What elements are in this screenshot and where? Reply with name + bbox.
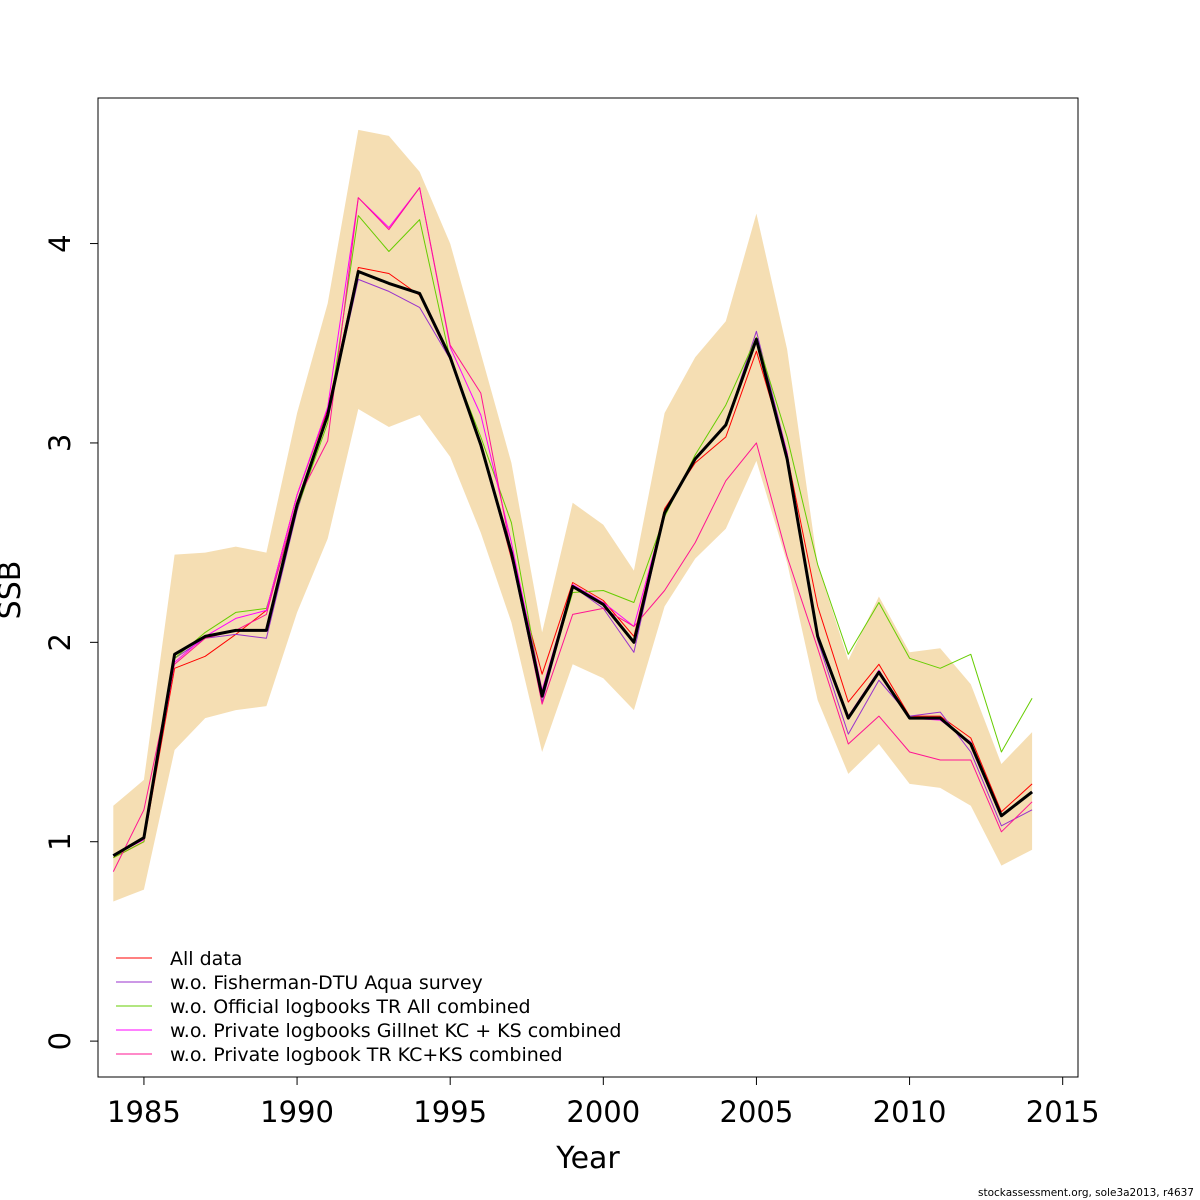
x-tick-label-1985: 1985 bbox=[107, 1095, 181, 1129]
y-axis-title: SSB bbox=[0, 561, 28, 620]
series-line-3 bbox=[113, 215, 1033, 859]
y-tick-label-3: 3 bbox=[43, 434, 77, 452]
legend-item-1: All data bbox=[116, 948, 242, 970]
legend-item-5: w.o. Private logbook TR KC+KS combined bbox=[116, 1044, 563, 1066]
y-tick-label-4: 4 bbox=[43, 234, 77, 252]
legend-item-4: w.o. Private logbooks Gillnet KC + KS co… bbox=[116, 1020, 621, 1042]
x-tick-label-2005: 2005 bbox=[720, 1095, 794, 1129]
x-axis: 1985 1990 1995 2000 2005 2010 2015 bbox=[107, 1076, 1100, 1129]
legend-item-3: w.o. Official logbooks TR All combined bbox=[116, 996, 531, 1018]
x-tick-label-1990: 1990 bbox=[260, 1095, 334, 1129]
main-series-layer bbox=[112, 270, 1034, 857]
x-tick-label-2010: 2010 bbox=[873, 1095, 947, 1129]
footer-credit: stockassessment.org, sole3a2013, r4637 bbox=[978, 1187, 1194, 1199]
legend-label-4: w.o. Private logbooks Gillnet KC + KS co… bbox=[170, 1020, 621, 1042]
y-tick-label-1: 1 bbox=[43, 832, 77, 850]
legend-item-2: w.o. Fisherman-DTU Aqua survey bbox=[116, 972, 483, 994]
legend-label-5: w.o. Private logbook TR KC+KS combined bbox=[170, 1044, 563, 1066]
x-tick-label-2000: 2000 bbox=[566, 1095, 640, 1129]
legend-label-2: w.o. Fisherman-DTU Aqua survey bbox=[170, 972, 483, 994]
main-series-line bbox=[112, 270, 1034, 857]
series-line-4 bbox=[113, 187, 1033, 857]
y-axis: 0 1 2 3 4 bbox=[43, 234, 99, 1050]
x-axis-title: Year bbox=[555, 1141, 620, 1176]
y-tick-label-0: 0 bbox=[43, 1032, 77, 1050]
y-tick-label-2: 2 bbox=[43, 633, 77, 651]
x-tick-label-2015: 2015 bbox=[1026, 1095, 1100, 1129]
legend-label-3: w.o. Official logbooks TR All combined bbox=[170, 996, 531, 1018]
x-tick-label-1995: 1995 bbox=[413, 1095, 487, 1129]
legend-label-1: All data bbox=[170, 948, 242, 970]
series-line-5 bbox=[112, 187, 1033, 872]
